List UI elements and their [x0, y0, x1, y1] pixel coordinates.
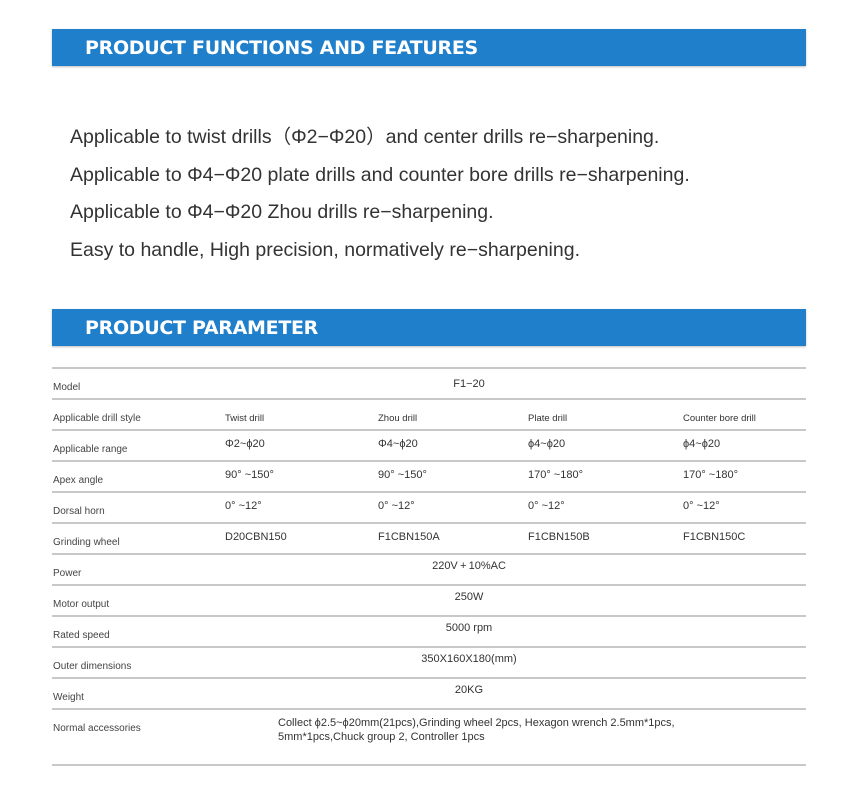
- cell: 0° ~12°: [528, 500, 565, 512]
- table-row-accessories: Normal accessories Collect ϕ2.5~ϕ20mm(21p…: [52, 710, 806, 766]
- cell: Φ4~ϕ20: [378, 438, 418, 450]
- cell: Φ2~ϕ20: [225, 438, 265, 450]
- row-value: 5000 rpm: [445, 622, 493, 634]
- row-label: Outer dimensions: [53, 661, 132, 672]
- table-row-style: Applicable drill style Twist drill Zhou d…: [52, 400, 806, 431]
- row-value: F1−20: [453, 378, 485, 390]
- table-row-dorsal: Dorsal horn 0° ~12° 0° ~12° 0° ~12° 0° ~12°: [52, 493, 806, 524]
- parameter-header: PRODUCT PARAMETER: [52, 309, 806, 346]
- cell: F1CBN150B: [528, 531, 590, 543]
- feature-item: Applicable to twist drills（Φ2−Φ20）and ce…: [70, 126, 660, 148]
- row-label: Applicable drill style: [53, 413, 141, 424]
- cell: Twist drill: [225, 413, 265, 424]
- cell: Zhou drill: [378, 413, 418, 424]
- parameter-table: Model F1−20 Applicable drill style Twist …: [52, 367, 806, 766]
- feature-item: Applicable to Φ4−Φ20 plate drills and co…: [70, 163, 690, 186]
- cell: ϕ4~ϕ20: [683, 438, 721, 450]
- cell: F1CBN150C: [683, 531, 746, 543]
- cell: 0° ~12°: [378, 500, 415, 512]
- row-value: 250W: [454, 591, 484, 603]
- table-row-apex: Apex angle 90° ~150° 90° ~150° 170° ~180° 1…: [52, 462, 806, 493]
- features-header: PRODUCT FUNCTIONS AND FEATURES: [52, 29, 806, 66]
- row-label: Dorsal horn: [53, 506, 105, 517]
- cell: 90° ~150°: [378, 469, 427, 481]
- row-value: Collect ϕ2.5~ϕ20mm(21pcs),Grinding wheel…: [278, 717, 675, 743]
- cell: ϕ4~ϕ20: [528, 438, 566, 450]
- cell: Plate drill: [528, 413, 568, 424]
- parameter-header-title: PRODUCT PARAMETER: [85, 317, 319, 339]
- row-label: Rated speed: [53, 630, 110, 641]
- row-label: Apex angle: [53, 475, 104, 486]
- row-value: 350X160X180(mm): [421, 653, 517, 665]
- row-value: 220V + 10%AC: [432, 560, 506, 572]
- row-label: Normal accessories: [53, 723, 141, 734]
- table-row-weight: Weight 20KG: [52, 679, 806, 710]
- row-label: Power: [53, 568, 82, 579]
- cell: F1CBN150A: [378, 531, 440, 543]
- cell: 170° ~180°: [528, 469, 583, 481]
- features-list: Applicable to twist drills（Φ2−Φ20）and ce…: [70, 119, 690, 269]
- row-label: Weight: [53, 692, 84, 703]
- table-row-wheel: Grinding wheel D20CBN150 F1CBN150A F1CBN15…: [52, 524, 806, 555]
- cell: 170° ~180°: [683, 469, 738, 481]
- cell: 90° ~150°: [225, 469, 274, 481]
- feature-item: Applicable to Φ4−Φ20 Zhou drills re−shar…: [70, 201, 494, 223]
- cell: D20CBN150: [225, 531, 287, 543]
- row-label: Applicable range: [53, 444, 128, 455]
- cell: 0° ~12°: [683, 500, 720, 512]
- table-row-motor: Motor output 250W: [52, 586, 806, 617]
- row-label: Grinding wheel: [53, 537, 120, 548]
- feature-item: Easy to handle, High precision, normativ…: [70, 238, 580, 261]
- table-row-dims: Outer dimensions 350X160X180(mm): [52, 648, 806, 679]
- table-row-model: Model F1−20: [52, 369, 806, 400]
- table-row-range: Applicable range Φ2~ϕ20 Φ4~ϕ20 ϕ4~ϕ20 ϕ4~ϕ2…: [52, 431, 806, 462]
- features-header-title: PRODUCT FUNCTIONS AND FEATURES: [85, 37, 478, 59]
- row-label: Motor output: [53, 599, 110, 610]
- row-label: Model: [53, 382, 81, 393]
- cell: Counter bore drill: [683, 413, 756, 424]
- table-row-speed: Rated speed 5000 rpm: [52, 617, 806, 648]
- cell: 0° ~12°: [225, 500, 262, 512]
- row-value: 20KG: [454, 684, 484, 696]
- table-row-power: Power 220V + 10%AC: [52, 555, 806, 586]
